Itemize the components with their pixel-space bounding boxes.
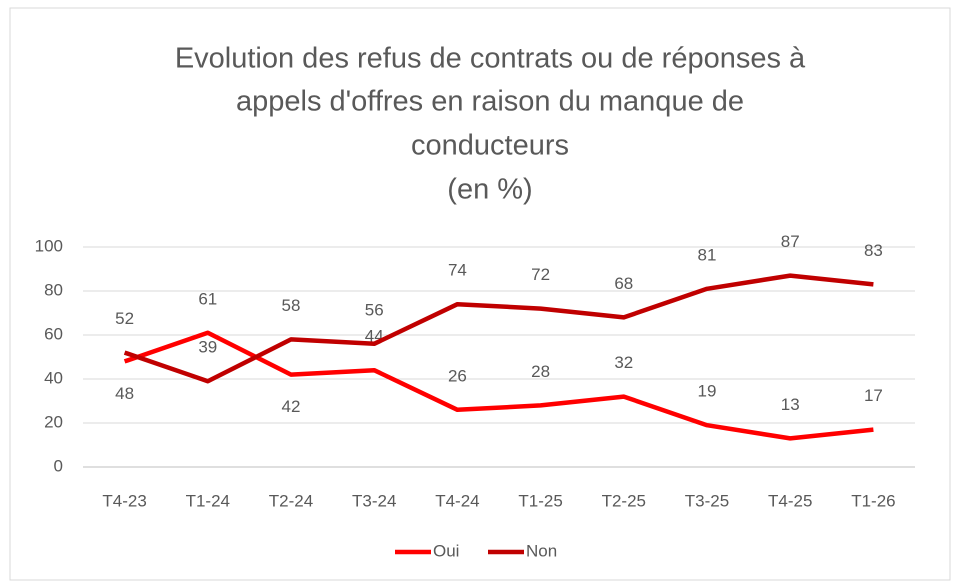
x-tick-label: T4-25 (768, 491, 812, 510)
x-tick-label: T3-25 (685, 491, 729, 510)
legend-label: Non (526, 541, 557, 560)
data-label: 28 (531, 362, 550, 381)
data-label: 19 (698, 382, 717, 401)
chart-title: Evolution des refus de contrats ou de ré… (175, 43, 806, 75)
data-label: 87 (781, 232, 800, 251)
data-label: 74 (448, 261, 467, 280)
legend-label: Oui (433, 541, 459, 560)
x-tick-label: T1-25 (518, 491, 562, 510)
y-tick-label: 80 (44, 280, 63, 299)
data-label: 72 (531, 265, 550, 284)
data-label: 32 (614, 353, 633, 372)
data-label: 26 (448, 366, 467, 385)
data-label: 52 (115, 309, 134, 328)
chart-subtitle: (en %) (447, 174, 532, 206)
y-tick-label: 60 (44, 324, 63, 343)
y-tick-label: 0 (54, 456, 63, 475)
data-label: 56 (365, 300, 384, 319)
chart-title: appels d'offres en raison du manque de (236, 86, 744, 118)
x-tick-label: T2-25 (602, 491, 646, 510)
data-label: 83 (864, 241, 883, 260)
x-tick-label: T4-24 (435, 491, 479, 510)
data-label: 61 (198, 289, 217, 308)
data-label: 81 (698, 245, 717, 264)
chart-title: conducteurs (411, 130, 569, 162)
data-label: 42 (282, 397, 301, 416)
data-label: 58 (282, 296, 301, 315)
series-line (123, 273, 874, 384)
y-tick-label: 40 (44, 368, 63, 387)
data-label: 68 (614, 274, 633, 293)
series-line (123, 330, 874, 441)
x-tick-label: T1-24 (186, 491, 230, 510)
x-tick-label: T2-24 (269, 491, 313, 510)
data-label: 48 (115, 384, 134, 403)
x-tick-label: T1-26 (851, 491, 895, 510)
y-tick-label: 100 (35, 236, 63, 255)
data-label: 39 (198, 338, 217, 357)
chart-frame (9, 7, 951, 581)
data-label: 17 (864, 386, 883, 405)
x-tick-label: T4-23 (102, 491, 146, 510)
data-label: 13 (781, 395, 800, 414)
x-tick-label: T3-24 (352, 491, 396, 510)
y-tick-label: 20 (44, 412, 63, 431)
